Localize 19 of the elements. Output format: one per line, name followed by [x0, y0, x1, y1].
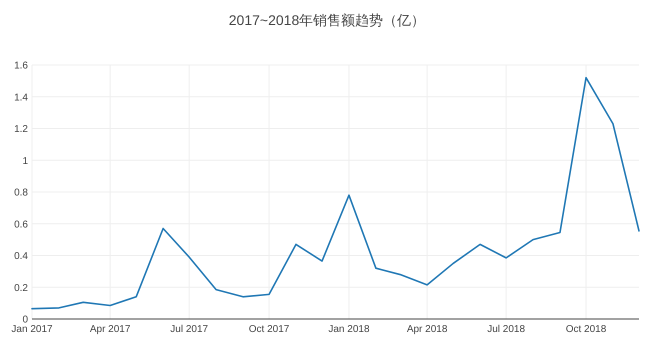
- x-tick-label: Jul 2017: [170, 324, 209, 335]
- y-tick-label: 1: [22, 156, 28, 167]
- x-tick-label: Apr 2018: [406, 324, 448, 335]
- chart-title: 2017~2018年销售额趋势（亿）: [228, 12, 426, 28]
- x-tick-label: Jul 2018: [487, 324, 526, 335]
- x-tick-label: Apr 2017: [90, 324, 131, 335]
- x-tick-label: Jan 2017: [11, 324, 54, 335]
- x-tick-label: Oct 2017: [248, 324, 290, 335]
- y-tick-label: 0.4: [14, 251, 28, 262]
- y-tick-label: 1.6: [14, 60, 28, 72]
- y-tick-label: 0: [22, 314, 28, 326]
- line-series: [31, 76, 640, 310]
- x-tick-label: Oct 2018: [566, 324, 607, 335]
- y-tick-label: 0.2: [14, 282, 28, 294]
- y-tick-label: 1.2: [14, 124, 28, 135]
- y-tick-label: 0.6: [14, 219, 28, 230]
- x-tick-label: Jan 2018: [328, 324, 370, 335]
- y-tick-label: 1.4: [14, 92, 28, 104]
- y-tick-label: 0.8: [14, 188, 28, 198]
